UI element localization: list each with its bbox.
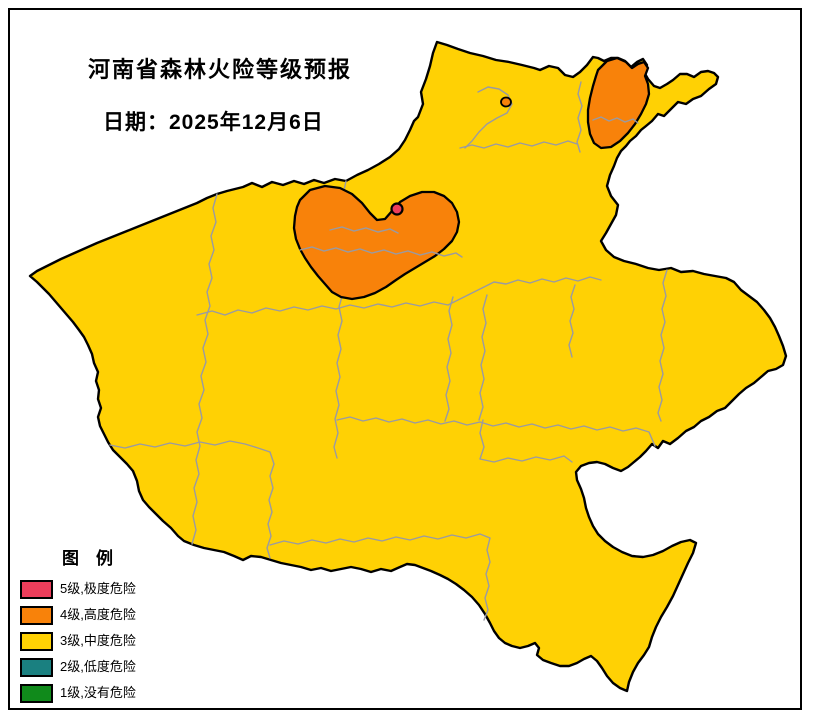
high-risk-zone-northeast <box>586 56 651 150</box>
legend-label: 3级,中度危险 <box>60 633 136 648</box>
map-title: 河南省森林火险等级预报 <box>88 57 353 82</box>
legend-item-level4: 4级,高度危险 <box>20 605 136 625</box>
legend-item-level3: 3级,中度危险 <box>20 631 136 651</box>
legend-label: 2级,低度危险 <box>60 659 136 674</box>
high-risk-zones <box>292 56 651 301</box>
legend-label: 4级,高度危险 <box>60 607 136 622</box>
legend-title: 图 例 <box>62 549 113 568</box>
high-risk-zone-northwest <box>292 184 461 301</box>
legend: 图 例 5级,极度危险 4级,高度危险 3级,中度危险 2级,低度危险 1级,没… <box>20 544 136 709</box>
legend-swatch-level5 <box>20 579 53 599</box>
boundary-overlays <box>299 116 639 258</box>
legend-item-level2: 2级,低度危险 <box>20 657 136 677</box>
legend-label: 1级,没有危险 <box>60 685 136 700</box>
legend-item-level1: 1级,没有危险 <box>20 683 136 703</box>
legend-item-level5: 5级,极度危险 <box>20 579 136 599</box>
forecast-date: 日期：2025年12月6日 <box>103 111 324 134</box>
province-shape <box>28 40 788 693</box>
legend-swatch-level2 <box>20 657 53 677</box>
legend-swatch-level1 <box>20 683 53 703</box>
high-risk-spot-small <box>500 96 512 108</box>
legend-swatch-level3 <box>20 631 53 651</box>
legend-swatch-level4 <box>20 605 53 625</box>
prefecture-boundaries <box>109 81 668 621</box>
extreme-risk-spot <box>390 202 404 216</box>
legend-label: 5级,极度危险 <box>60 581 136 596</box>
